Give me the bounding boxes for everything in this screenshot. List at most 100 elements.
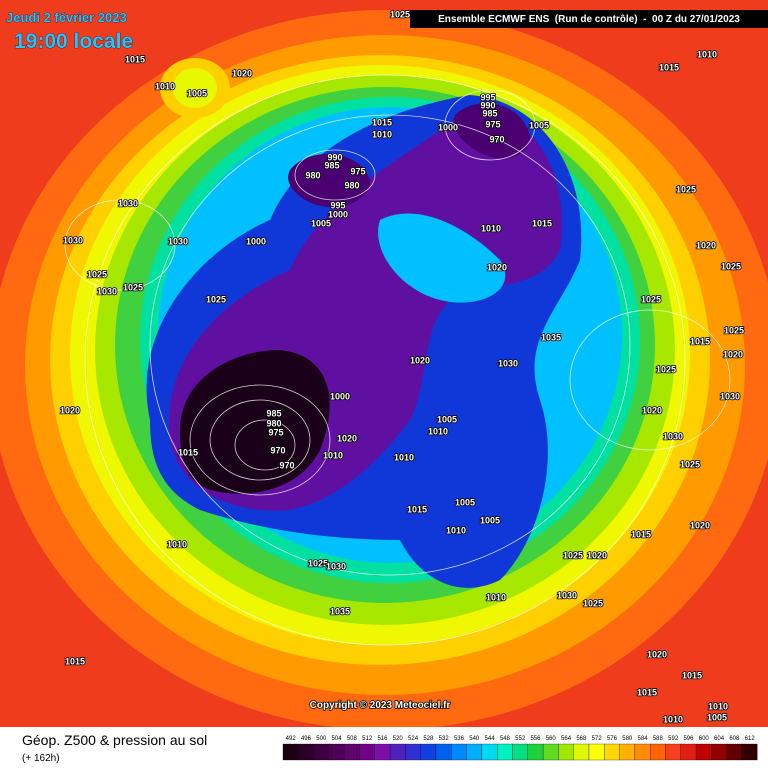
scale-swatch <box>420 743 437 761</box>
scale-label: 612 <box>745 736 756 742</box>
pressure-label: 1010 <box>428 426 448 436</box>
scale-label: 552 <box>515 736 526 742</box>
pressure-label: 995 <box>480 92 495 102</box>
pressure-label: 990 <box>480 100 495 110</box>
scale-label: 576 <box>607 736 618 742</box>
scale-swatch <box>451 743 467 761</box>
scale-swatch <box>650 743 666 761</box>
scale-label: 524 <box>408 736 419 742</box>
pressure-label: 1030 <box>118 198 138 208</box>
scale-swatch <box>573 743 590 761</box>
pressure-label: 1025 <box>656 364 676 374</box>
pressure-label: 1020 <box>337 433 357 443</box>
scale-swatch <box>726 743 743 761</box>
pressure-label: 1035 <box>541 332 561 342</box>
pressure-label: 1000 <box>246 236 266 246</box>
scale-swatch <box>497 743 513 761</box>
pressure-label: 1020 <box>696 240 716 250</box>
scale-swatch <box>542 743 559 761</box>
z500-field <box>0 10 768 730</box>
scale-swatch <box>344 743 360 761</box>
pressure-label: 1035 <box>330 606 350 616</box>
pressure-label: 1010 <box>372 129 392 139</box>
pressure-label: 995 <box>330 200 345 210</box>
pressure-label: 1010 <box>446 525 466 535</box>
pressure-label: 1010 <box>155 81 175 91</box>
pressure-label: 970 <box>270 445 285 455</box>
scale-label: 528 <box>423 736 434 742</box>
scale-swatch <box>405 743 421 761</box>
date: Jeudi 2 février 2023 <box>6 10 127 25</box>
pressure-label: 1025 <box>123 282 143 292</box>
pressure-label: 975 <box>350 166 365 176</box>
footer-title: Géop. Z500 & pression au sol <box>22 732 207 748</box>
scale-swatch <box>558 743 574 761</box>
pressure-label: 1015 <box>690 336 710 346</box>
pressure-label: 1015 <box>659 62 679 72</box>
scale-swatch <box>634 743 651 761</box>
isobars <box>64 74 731 646</box>
scale-label: 596 <box>683 736 694 742</box>
pressure-label: 980 <box>305 170 320 180</box>
pressure-label: 1020 <box>690 520 710 530</box>
pressure-labels: 1025101510101005102010151010100099599098… <box>59 9 745 726</box>
scale-swatch <box>374 743 391 761</box>
scale-swatch <box>466 743 483 761</box>
scale-swatch <box>389 743 406 761</box>
pressure-label: 1020 <box>723 349 743 359</box>
pressure-label: 1020 <box>642 405 662 415</box>
pressure-label: 990 <box>327 152 342 162</box>
pressure-label: 1015 <box>682 670 702 680</box>
pressure-label: 1020 <box>60 405 80 415</box>
scale-label: 544 <box>485 736 496 742</box>
scale-label: 584 <box>638 736 649 742</box>
pressure-label: 1030 <box>168 236 188 246</box>
scale-swatch <box>527 743 544 761</box>
pressure-label: 1005 <box>455 497 475 507</box>
pressure-label: 985 <box>266 408 281 418</box>
scale-swatch <box>604 743 620 761</box>
scale-label: 568 <box>576 736 587 742</box>
pressure-label: 1025 <box>87 269 107 279</box>
pressure-label: 1010 <box>663 714 683 724</box>
scale-label: 564 <box>561 736 572 742</box>
scale-label: 512 <box>362 736 373 742</box>
scale-label: 536 <box>454 736 465 742</box>
color-scale: 492 496 500 504 508 512 516 520 524 528 532 536 540 5… <box>282 736 758 761</box>
pressure-label: 1020 <box>487 262 507 272</box>
scale-label: 600 <box>699 736 710 742</box>
pressure-label: 1025 <box>676 184 696 194</box>
pressure-label: 1030 <box>498 358 518 368</box>
pressure-label: 1010 <box>708 701 728 711</box>
scale-label: 608 <box>729 736 740 742</box>
pressure-label: 1015 <box>407 504 427 514</box>
pressure-label: 1005 <box>437 414 457 424</box>
scale-swatch <box>359 743 375 761</box>
scale-label: 580 <box>622 736 633 742</box>
pressure-label: 1025 <box>680 459 700 469</box>
scale-swatch <box>680 743 697 761</box>
pressure-label: 970 <box>279 460 294 470</box>
pressure-label: 1015 <box>372 117 392 127</box>
pressure-label: 1020 <box>232 68 252 78</box>
pressure-label: 1015 <box>532 218 552 228</box>
scale-label: 588 <box>653 736 664 742</box>
scale-label: 504 <box>332 736 343 742</box>
pressure-label: 1030 <box>326 561 346 571</box>
pressure-label: 1010 <box>486 592 506 602</box>
scale-swatch <box>435 743 452 761</box>
pressure-label: 1005 <box>480 515 500 525</box>
pressure-label: 975 <box>485 119 500 129</box>
pressure-label: 1000 <box>330 391 350 401</box>
pressure-label: 970 <box>489 134 504 144</box>
pressure-label: 1005 <box>529 120 549 130</box>
pressure-label: 1010 <box>323 450 343 460</box>
pressure-label: 1030 <box>97 286 117 296</box>
copyright: Copyright © 2023 Meteociel.fr <box>310 700 451 711</box>
scale-label: 604 <box>714 736 725 742</box>
scale-swatch <box>741 743 758 761</box>
pressure-label: 1025 <box>583 598 603 608</box>
pressure-label: 1025 <box>390 9 410 19</box>
pressure-label: 1025 <box>724 325 744 335</box>
local-time: 19:00 locale <box>14 30 133 53</box>
